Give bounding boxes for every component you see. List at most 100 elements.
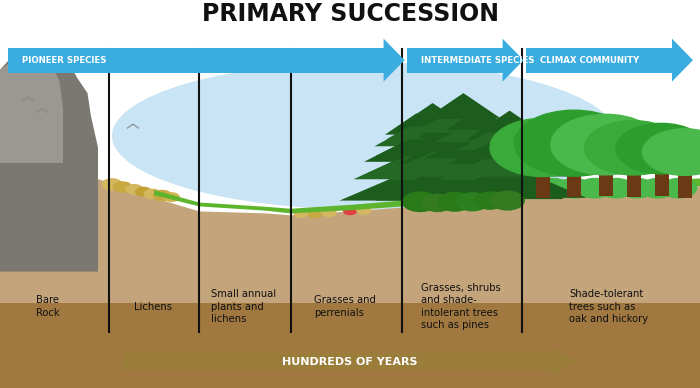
Circle shape <box>475 192 505 209</box>
Text: Lichens: Lichens <box>134 301 172 312</box>
Bar <box>122 353 554 370</box>
Polygon shape <box>348 163 517 199</box>
Polygon shape <box>457 129 533 150</box>
Ellipse shape <box>112 62 616 210</box>
Polygon shape <box>388 137 539 172</box>
Polygon shape <box>371 158 556 198</box>
Circle shape <box>456 193 489 211</box>
Text: CLIMAX COMMUNITY: CLIMAX COMMUNITY <box>540 55 640 65</box>
Polygon shape <box>399 165 560 199</box>
Text: Grasses and
perrenials: Grasses and perrenials <box>314 295 376 318</box>
Circle shape <box>309 211 321 218</box>
Circle shape <box>578 178 612 198</box>
Bar <box>407 48 506 73</box>
Bar <box>678 175 692 198</box>
Circle shape <box>514 110 634 176</box>
Circle shape <box>490 118 595 177</box>
Polygon shape <box>468 120 552 144</box>
Bar <box>505 196 514 204</box>
Text: Grasses, shrubs
and shade-
intolerant trees
such as pines: Grasses, shrubs and shade- intolerant tr… <box>421 283 500 330</box>
Polygon shape <box>551 347 577 376</box>
Bar <box>475 197 484 205</box>
Polygon shape <box>398 103 468 126</box>
Polygon shape <box>438 154 552 180</box>
Circle shape <box>491 191 524 210</box>
Polygon shape <box>408 127 488 149</box>
Circle shape <box>662 178 696 198</box>
Text: Bare
Rock: Bare Rock <box>36 295 60 318</box>
Circle shape <box>102 179 122 190</box>
Polygon shape <box>364 135 469 162</box>
Circle shape <box>402 192 438 211</box>
Circle shape <box>136 187 151 196</box>
Text: Shade-tolerant
trees such as
oak and hickory: Shade-tolerant trees such as oak and hic… <box>569 289 649 324</box>
Circle shape <box>551 114 660 175</box>
Circle shape <box>294 210 308 217</box>
Circle shape <box>357 206 371 214</box>
Text: PRIMARY SUCCESSION: PRIMARY SUCCESSION <box>202 2 498 26</box>
Polygon shape <box>386 114 479 139</box>
Bar <box>0 70 700 272</box>
Polygon shape <box>363 144 502 175</box>
Circle shape <box>616 123 700 174</box>
Polygon shape <box>448 140 542 164</box>
Polygon shape <box>154 178 700 213</box>
Polygon shape <box>0 155 700 388</box>
Circle shape <box>536 178 570 198</box>
Polygon shape <box>0 54 63 163</box>
Bar <box>654 173 668 196</box>
Polygon shape <box>374 123 458 146</box>
Bar <box>567 173 581 197</box>
Polygon shape <box>418 118 478 138</box>
Circle shape <box>514 178 550 198</box>
Circle shape <box>322 209 336 217</box>
Bar <box>536 175 550 198</box>
Polygon shape <box>413 146 546 177</box>
Polygon shape <box>672 39 693 81</box>
Polygon shape <box>375 127 490 156</box>
Text: HUNDREDS OF YEARS: HUNDREDS OF YEARS <box>282 357 418 367</box>
Bar <box>8 48 387 73</box>
Bar <box>458 196 468 205</box>
Polygon shape <box>447 107 512 130</box>
Polygon shape <box>375 169 522 201</box>
Circle shape <box>164 193 179 201</box>
Circle shape <box>344 208 356 215</box>
Polygon shape <box>413 105 514 133</box>
Circle shape <box>643 129 700 175</box>
Polygon shape <box>385 113 448 135</box>
Text: Small annual
plants and
lichens: Small annual plants and lichens <box>211 289 276 324</box>
Circle shape <box>144 189 161 199</box>
Bar <box>412 199 421 206</box>
Polygon shape <box>433 165 587 198</box>
Circle shape <box>556 178 592 198</box>
Bar <box>626 173 640 197</box>
Polygon shape <box>503 39 524 81</box>
Polygon shape <box>384 39 405 81</box>
Polygon shape <box>340 168 494 201</box>
Polygon shape <box>398 139 498 164</box>
Text: PIONEER SPECIES: PIONEER SPECIES <box>22 55 107 65</box>
Circle shape <box>422 194 453 211</box>
Polygon shape <box>466 120 524 140</box>
Circle shape <box>438 192 472 211</box>
Polygon shape <box>478 111 541 132</box>
Bar <box>526 48 676 73</box>
Polygon shape <box>388 152 508 180</box>
Polygon shape <box>424 131 535 158</box>
Polygon shape <box>426 169 564 199</box>
Circle shape <box>598 178 634 198</box>
Bar <box>491 197 498 204</box>
Bar <box>444 199 452 206</box>
Circle shape <box>620 178 654 198</box>
Circle shape <box>640 178 676 198</box>
Polygon shape <box>0 50 98 272</box>
Polygon shape <box>426 93 501 119</box>
Circle shape <box>113 182 132 192</box>
Text: INTERMEDIATE SPECIES: INTERMEDIATE SPECIES <box>421 55 535 65</box>
Bar <box>428 197 438 206</box>
Polygon shape <box>435 118 524 142</box>
Circle shape <box>584 121 682 175</box>
Polygon shape <box>447 147 573 177</box>
Polygon shape <box>400 120 526 151</box>
